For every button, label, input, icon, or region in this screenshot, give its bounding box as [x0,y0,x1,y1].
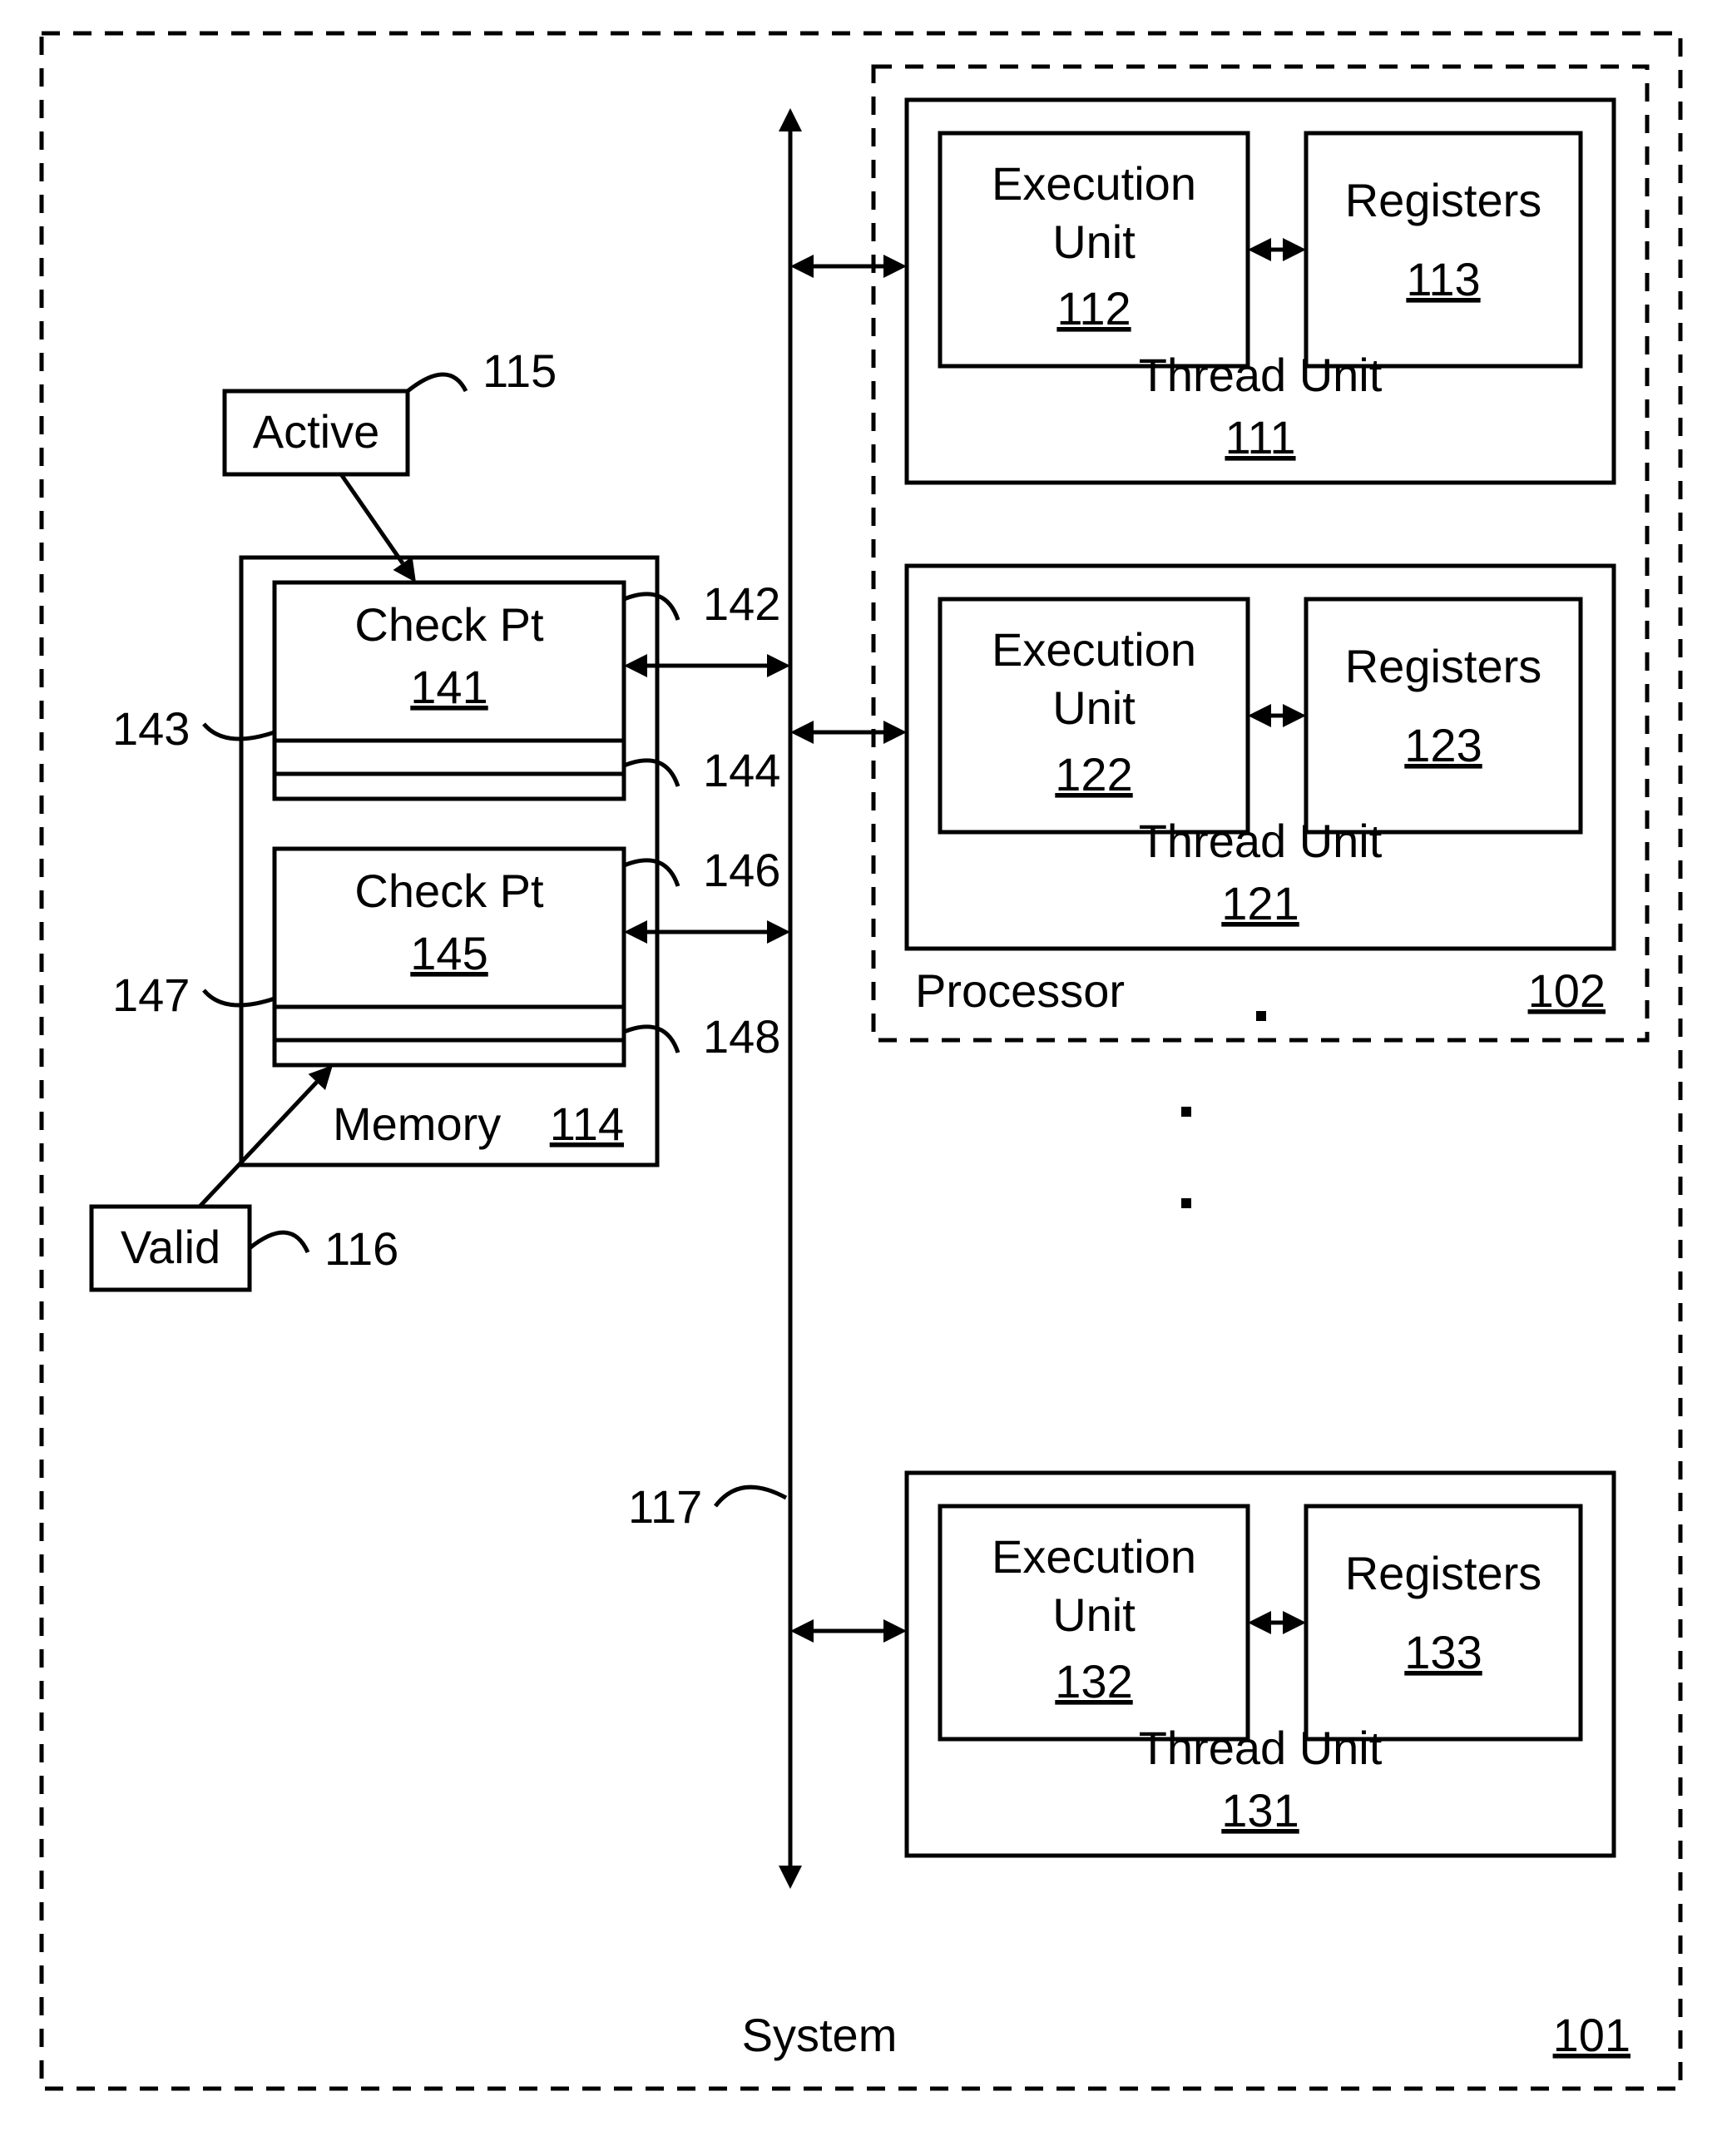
svg-text:112: 112 [1056,282,1131,335]
memory-label: Memory [333,1098,501,1150]
svg-text:123: 123 [1404,719,1482,771]
system-label: System [742,2009,898,2061]
svg-text:111: 111 [1225,411,1295,463]
processor-label: Processor [915,964,1125,1017]
svg-text:132: 132 [1055,1655,1132,1707]
svg-text:122: 122 [1055,748,1132,800]
valid-label: Valid [121,1221,220,1273]
ellipsis-dot [1256,1011,1266,1021]
processor-ref: 102 [1528,964,1606,1017]
svg-text:Execution: Execution [992,157,1196,210]
svg-text:Execution: Execution [992,623,1196,676]
svg-text:115: 115 [482,344,557,397]
active-label: Active [253,405,380,458]
svg-text:131: 131 [1221,1784,1299,1836]
svg-text:Unit: Unit [1052,681,1136,734]
svg-text:113: 113 [1406,253,1480,305]
svg-text:Thread Unit: Thread Unit [1139,1722,1383,1774]
svg-text:Execution: Execution [992,1530,1196,1583]
svg-text:117: 117 [628,1480,702,1533]
svg-text:Unit: Unit [1052,1589,1136,1641]
svg-text:Check Pt: Check Pt [354,865,544,917]
system-box [42,33,1680,2089]
svg-text:141: 141 [410,661,487,713]
system-ref: 101 [1553,2009,1630,2061]
ellipsis-dot [1181,1107,1191,1117]
svg-text:Unit: Unit [1052,216,1136,268]
svg-text:Registers: Registers [1345,1547,1542,1599]
svg-text:Thread Unit: Thread Unit [1139,815,1383,867]
svg-text:Check Pt: Check Pt [354,598,544,651]
svg-text:133: 133 [1404,1626,1482,1678]
svg-text:143: 143 [112,702,190,755]
svg-text:116: 116 [324,1222,398,1275]
svg-text:Registers: Registers [1345,174,1542,226]
memory-ref: 114 [550,1098,624,1150]
svg-text:148: 148 [703,1010,780,1063]
svg-text:146: 146 [703,844,780,896]
svg-text:144: 144 [703,744,780,796]
svg-text:145: 145 [410,927,487,979]
svg-text:147: 147 [112,969,190,1021]
ellipsis-dot [1181,1198,1191,1208]
svg-text:121: 121 [1221,877,1299,929]
svg-text:142: 142 [703,577,780,630]
svg-text:Thread Unit: Thread Unit [1139,349,1383,401]
svg-text:Registers: Registers [1345,640,1542,692]
